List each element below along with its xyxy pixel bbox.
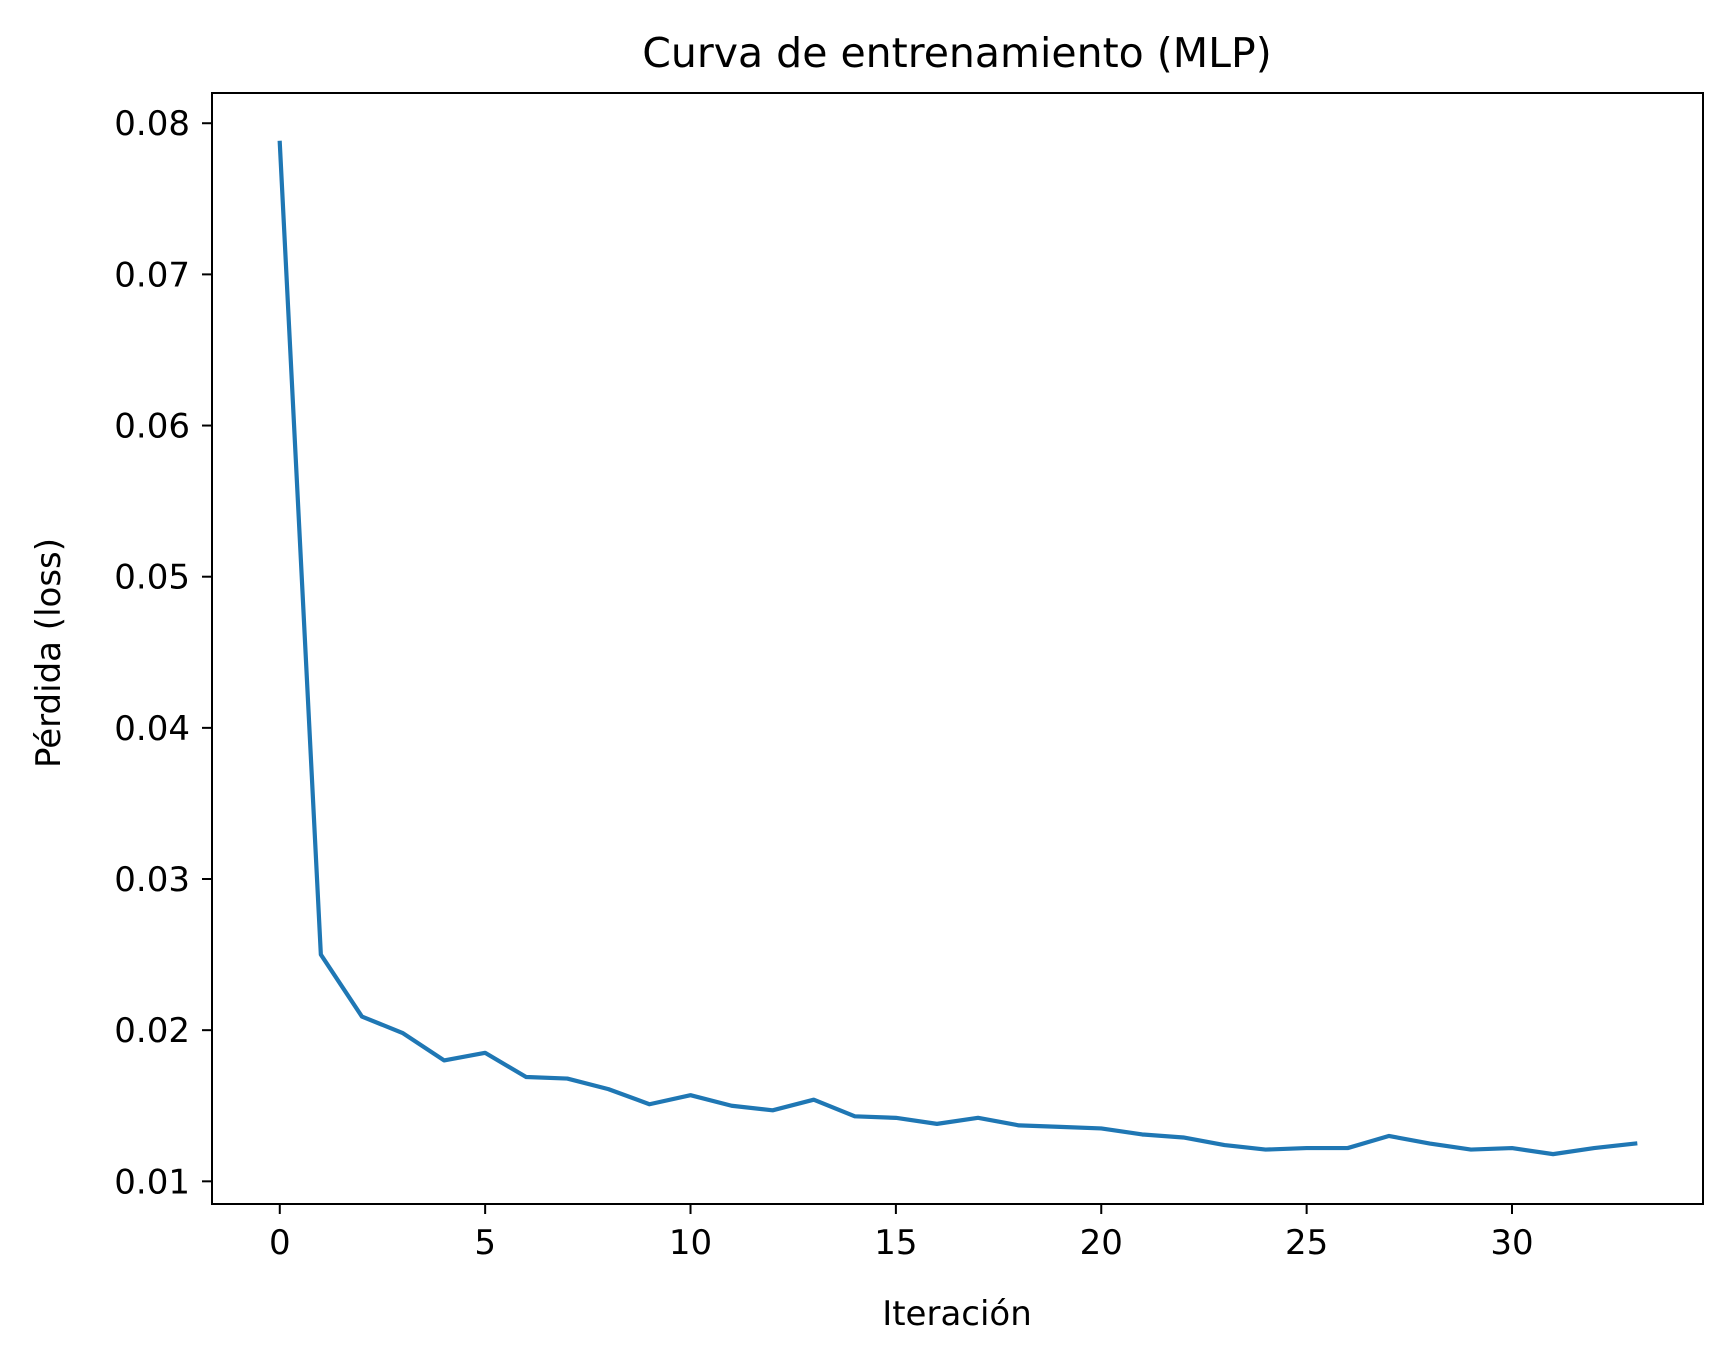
x-tick-label: 0 [269,1223,291,1263]
axes-frame [211,92,1704,1205]
x-tick-label: 15 [874,1223,917,1263]
data-point [442,1058,446,1062]
data-point [812,1098,816,1102]
y-tick-label: 0.03 [114,860,190,900]
data-point [1017,1123,1021,1127]
data-point [524,1075,528,1079]
data-point [1140,1132,1144,1136]
y-axis-title: Pérdida (loss) [29,538,69,768]
data-point [483,1051,487,1055]
data-point [1510,1146,1514,1150]
data-point [976,1116,980,1120]
y-tick-label: 0.08 [114,104,190,144]
data-point [1222,1143,1226,1147]
data-point [1181,1135,1185,1139]
data-point [360,1015,364,1019]
data-point [730,1104,734,1108]
data-point [771,1108,775,1112]
plot-area [277,140,1638,1157]
data-point [278,141,282,145]
data-point [1551,1152,1555,1156]
data-point [935,1122,939,1126]
data-point [319,953,323,957]
x-axis-title: Iteración [882,1294,1032,1334]
y-axis-ticks: 0.01 0.02 0.03 0.04 0.05 0.06 0.07 0.08 [114,104,212,1202]
data-point [1305,1146,1309,1150]
y-tick-label: 0.06 [114,407,190,447]
data-point [1346,1146,1350,1150]
data-point [565,1077,569,1081]
chart-title: Curva de entrenamiento (MLP) [642,29,1271,77]
y-tick-label: 0.01 [114,1162,190,1202]
data-point [1099,1126,1103,1130]
data-point [1592,1146,1596,1150]
data-point [1058,1125,1062,1129]
series-line-loss [277,140,1638,1157]
x-tick-label: 10 [669,1223,712,1263]
data-point [1469,1148,1473,1152]
data-point [894,1116,898,1120]
x-tick-label: 30 [1490,1223,1533,1263]
data-point [647,1102,651,1106]
y-tick-label: 0.07 [114,255,190,295]
x-tick-label: 5 [474,1223,496,1263]
data-point [1633,1142,1637,1146]
data-point [853,1114,857,1118]
y-tick-label: 0.02 [114,1011,190,1051]
data-point [1264,1148,1268,1152]
data-point [1428,1142,1432,1146]
data-point [401,1031,405,1035]
data-point [689,1093,693,1097]
x-tick-label: 25 [1285,1223,1328,1263]
y-tick-label: 0.05 [114,558,190,598]
y-tick-label: 0.04 [114,709,190,749]
x-axis-ticks: 0 5 10 15 20 25 30 [269,1204,1534,1263]
data-point [1387,1134,1391,1138]
x-tick-label: 20 [1080,1223,1123,1263]
data-point [606,1087,610,1091]
